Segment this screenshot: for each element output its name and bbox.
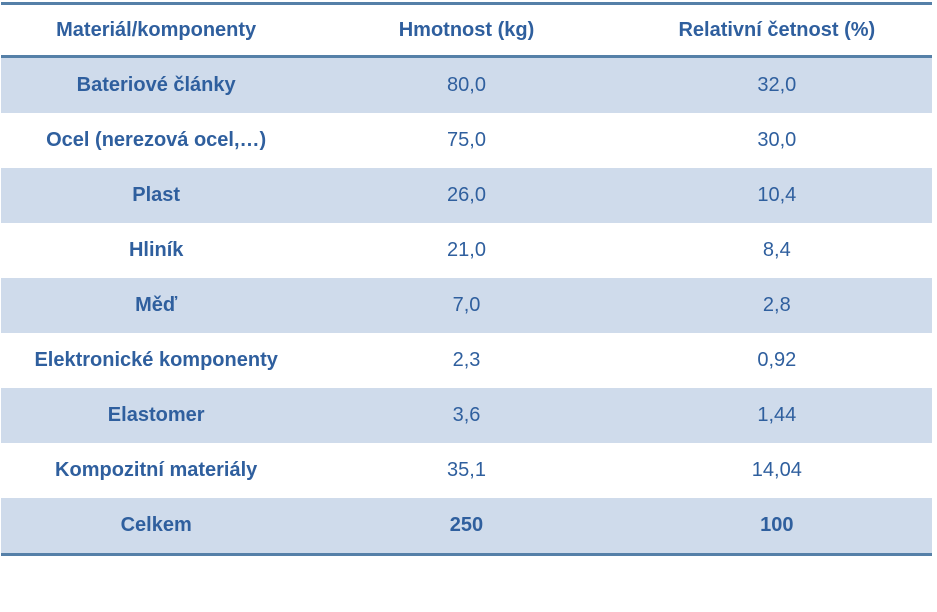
column-header-material: Materiál/komponenty [1,3,312,58]
material-cell: Bateriové články [76,74,236,96]
table-row: Kompozitní materiály 35,1 14,04 [1,443,932,498]
mass-cell: 7,0 [452,294,481,316]
mass-cell: 3,6 [452,404,481,426]
column-header-frequency: Relativní četnost (%) [621,3,932,58]
table-row: Hliník 21,0 8,4 [1,223,932,278]
material-cell: Ocel (nerezová ocel,…) [46,129,267,151]
materials-table: Materiál/komponenty Hmotnost (kg) Relati… [1,2,932,556]
table-row: Elastomer 3,6 1,44 [1,388,932,443]
table-row: Elektronické komponenty 2,3 0,92 [1,333,932,388]
frequency-cell: 0,92 [757,349,797,371]
frequency-cell: 2,8 [762,294,791,316]
table-row: Ocel (nerezová ocel,…) 75,0 30,0 [1,113,932,168]
mass-cell: 26,0 [447,184,486,206]
frequency-cell: 14,04 [751,459,802,481]
mass-cell: 80,0 [447,74,486,96]
table-row: Plast 26,0 10,4 [1,168,932,223]
header-row: Materiál/komponenty Hmotnost (kg) Relati… [1,3,932,58]
frequency-cell: 8,4 [762,239,791,261]
frequency-cell: 100 [760,514,794,536]
table-body: Bateriové články 80,0 32,0 Ocel (nerezov… [1,56,932,555]
table-row: Měď 7,0 2,8 [1,278,932,333]
table-row: Bateriové články 80,0 32,0 [1,56,932,113]
frequency-cell: 30,0 [757,129,797,151]
column-header-mass: Hmotnost (kg) [311,3,622,58]
material-cell: Plast [132,184,181,206]
frequency-cell: 32,0 [757,74,797,96]
material-cell: Kompozitní materiály [55,459,258,481]
material-cell: Elektronické komponenty [34,349,278,371]
table-row: Celkem 250 100 [1,498,932,555]
mass-cell: 35,1 [447,459,486,481]
mass-cell: 2,3 [452,349,481,371]
material-cell: Měď [135,294,178,316]
material-cell: Elastomer [107,404,205,426]
frequency-cell: 1,44 [757,404,797,426]
mass-cell: 75,0 [447,129,486,151]
mass-cell: 21,0 [447,239,486,261]
material-cell: Hliník [128,239,184,261]
material-cell: Celkem [120,514,192,536]
mass-cell: 250 [449,514,484,536]
frequency-cell: 10,4 [757,184,797,206]
table-header: Materiál/komponenty Hmotnost (kg) Relati… [1,3,932,58]
